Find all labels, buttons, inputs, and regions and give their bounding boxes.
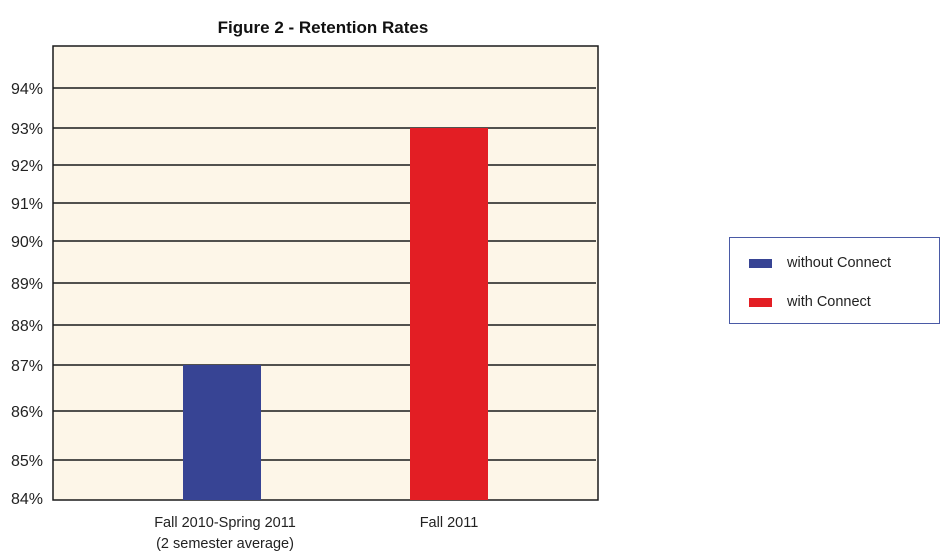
legend-item-with-connect: with Connect [749, 293, 871, 311]
legend-swatch-with-connect [749, 297, 772, 307]
y-tick-label: 89% [11, 276, 43, 293]
x-axis-categories: Fall 2010-Spring 2011 (2 semester average… [154, 515, 478, 552]
x-category-label: Fall 2011 [420, 515, 479, 531]
y-tick-label: 88% [11, 318, 43, 335]
legend-swatch-without-connect [749, 258, 772, 268]
legend-item-without-connect: without Connect [749, 254, 891, 272]
x-category-label: (2 semester average) [156, 536, 294, 552]
legend: without Connect with Connect [729, 237, 940, 324]
y-tick-label: 86% [11, 404, 43, 421]
y-tick-label: 84% [11, 491, 43, 508]
x-category-label: Fall 2010-Spring 2011 [154, 515, 296, 531]
y-tick-label: 93% [11, 121, 43, 138]
bar-without-connect [183, 365, 261, 500]
y-axis-ticks: 84% 85% 86% 87% 88% 89% 90% 91% 92% 93% 94% [11, 81, 43, 508]
y-tick-label: 87% [11, 358, 43, 375]
legend-label-without-connect: without Connect [787, 255, 891, 271]
gridlines [53, 87, 596, 461]
y-tick-label: 91% [11, 196, 43, 213]
y-tick-label: 94% [11, 81, 43, 98]
y-tick-label: 85% [11, 453, 43, 470]
plot-area [52, 45, 599, 501]
bars [183, 128, 488, 500]
y-tick-label: 92% [11, 158, 43, 175]
chart-title: Figure 2 - Retention Rates [218, 18, 429, 37]
legend-label-with-connect: with Connect [787, 294, 871, 310]
bar-with-connect [410, 128, 488, 500]
y-tick-label: 90% [11, 234, 43, 251]
